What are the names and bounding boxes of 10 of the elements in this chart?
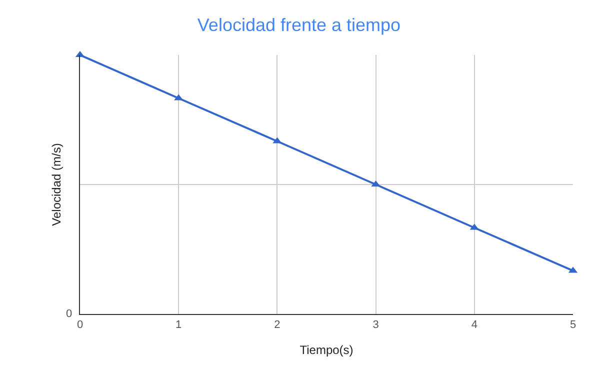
chart-title: Velocidad frente a tiempo [197,15,401,36]
text: 0 [66,308,72,320]
x-tick-label: 3 [372,319,379,332]
x-tick-label: 0 [76,319,84,332]
x-axis-title: Tiempo(s) [300,343,354,358]
y-axis-title: Velocidad (m/s) [49,143,64,226]
x-tick-label: 4 [471,319,478,332]
x-tick-label: 5 [570,319,576,332]
x-tick-label: 1 [176,319,182,332]
x-tick-label: 2 [274,319,280,332]
